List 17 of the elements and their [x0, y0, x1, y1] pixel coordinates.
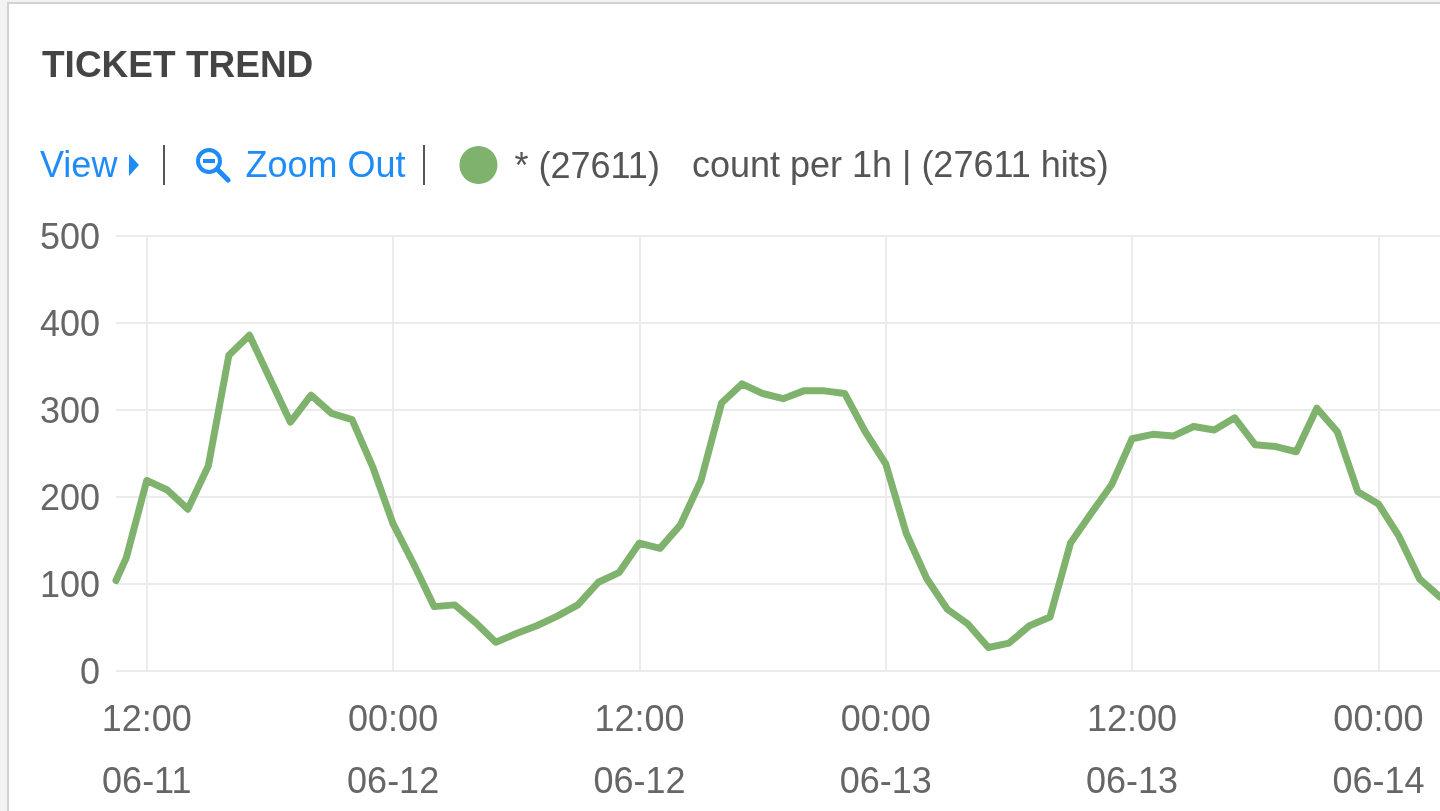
- x-tick-label: 00:00 06-12: [347, 697, 440, 801]
- x-tick-label: 12:00 06-12: [593, 697, 686, 801]
- x-tick-label: 00:00 06-13: [839, 697, 932, 801]
- y-tick-label: 500: [39, 215, 100, 257]
- y-tick-label: 300: [39, 389, 100, 431]
- chart-title: TICKET TREND: [42, 44, 314, 85]
- x-tick-label: 12:00 06-11: [101, 697, 192, 801]
- text: count per 1h | (27611 hits): [691, 144, 1109, 186]
- text: View: [40, 144, 118, 186]
- y-tick-label: 400: [39, 302, 100, 344]
- y-tick-label: 0: [79, 650, 100, 692]
- legend-label: * (27611): [514, 144, 660, 186]
- x-tick-label: 00:00 06-14: [1332, 697, 1425, 801]
- x-tick-label: 12:00 06-13: [1086, 697, 1179, 801]
- y-tick-label: 100: [39, 563, 100, 605]
- y-tick-label: 200: [39, 476, 100, 518]
- text: Zoom Out: [245, 144, 406, 186]
